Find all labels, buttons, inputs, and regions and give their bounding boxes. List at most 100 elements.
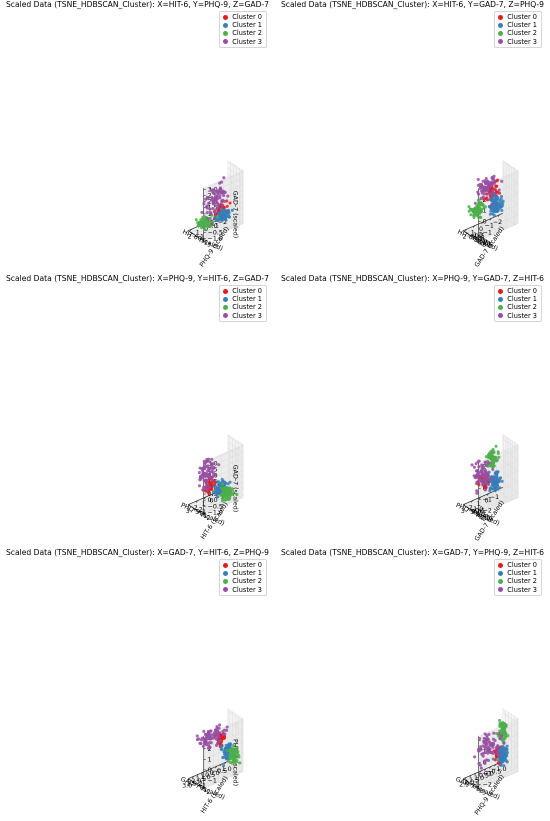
y-tick-mark	[470, 509, 474, 512]
legend-item: Cluster 2	[498, 29, 537, 37]
scatter-point-cluster-2	[497, 718, 502, 722]
grid-line	[469, 491, 510, 509]
scatter-point-cluster-3	[474, 476, 478, 480]
scatter-point-cluster-2	[476, 207, 480, 211]
scatter-point-cluster-3	[209, 212, 213, 216]
z-tick-label: 2	[483, 464, 487, 471]
scatter-point-cluster-3	[197, 484, 202, 488]
scatter-point-cluster-1	[503, 755, 507, 759]
scatter-point-cluster-1	[488, 212, 492, 216]
legend-item: Cluster 2	[223, 303, 262, 311]
scatter-point-cluster-3	[489, 192, 493, 196]
scatter-point-cluster-3	[475, 491, 479, 495]
grid-line	[466, 229, 483, 240]
scatter-point-cluster-2	[231, 744, 235, 748]
scatter-point-cluster-3	[486, 192, 490, 196]
x-tick-mark	[224, 761, 227, 765]
scatter-point-cluster-2	[224, 491, 228, 495]
scatter-point-cluster-3	[492, 731, 496, 735]
z-tick-label: 0.5	[208, 491, 218, 498]
scatter-point-cluster-3	[216, 202, 220, 206]
scatter-point-cluster-3	[207, 201, 211, 205]
scatter-point-cluster-3	[480, 480, 484, 484]
scatter-point-cluster-3	[216, 190, 221, 194]
scatter-point-cluster-1	[212, 484, 216, 488]
grid-line	[473, 219, 514, 238]
scatter-point-cluster-2	[502, 728, 506, 732]
scatter-point-cluster-3	[212, 188, 216, 193]
legend-marker	[498, 288, 504, 294]
scatter-point-cluster-1	[489, 206, 493, 210]
legend-item: Cluster 1	[223, 21, 262, 29]
grid-line	[477, 770, 518, 789]
scatter-point-cluster-3	[483, 759, 487, 763]
scatter-point-cluster-3	[487, 482, 491, 487]
scatter-point-cluster-1	[490, 195, 494, 199]
scatter-point-cluster-3	[204, 487, 208, 491]
scatter-point-cluster-3	[222, 199, 227, 203]
x-tick-label: 1	[477, 501, 481, 508]
x-tick-label: 2	[187, 233, 191, 240]
grid-line	[227, 453, 244, 465]
scatter-point-cluster-3	[207, 485, 212, 489]
grid-line	[203, 171, 244, 190]
scatter-point-cluster-3	[475, 489, 479, 493]
scatter-point-cluster-1	[226, 209, 230, 213]
y-tick-mark	[189, 779, 192, 782]
scatter-point-cluster-3	[477, 477, 481, 481]
scatter-point-cluster-2	[491, 455, 495, 459]
x-tick-mark	[463, 503, 466, 507]
scatter-point-cluster-3	[484, 743, 488, 747]
scatter-point-cluster-1	[501, 758, 505, 762]
scatter-point-cluster-2	[493, 455, 497, 459]
x-tick-mark	[484, 768, 487, 771]
scatter-point-cluster-3	[225, 725, 229, 729]
legend-label: Cluster 2	[232, 29, 262, 38]
scatter-point-cluster-1	[495, 478, 499, 483]
scatter-point-cluster-0	[483, 485, 487, 489]
y-tick-label: 2	[479, 787, 483, 794]
scatter-point-cluster-3	[487, 185, 491, 189]
scatter-point-cluster-3	[205, 734, 209, 738]
scatter-point-cluster-3	[477, 749, 481, 753]
scatter-point-cluster-2	[472, 215, 476, 220]
legend-marker	[223, 570, 229, 576]
scatter-point-cluster-3	[497, 732, 501, 736]
y-tick-label: 1.0	[475, 511, 485, 518]
scatter-point-cluster-3	[211, 207, 215, 211]
scatter-point-cluster-2	[498, 729, 502, 733]
chart-legend-6: Cluster 0 Cluster 1 Cluster 2 Cluster 3	[494, 559, 542, 596]
y-tick-label: 2.5	[479, 240, 489, 247]
scatter-point-cluster-3	[486, 758, 491, 762]
scatter-point-cluster-1	[492, 207, 496, 212]
scatter-point-cluster-3	[472, 465, 477, 469]
scatter-point-cluster-1	[499, 761, 503, 765]
x-tick-mark	[469, 775, 472, 778]
scatter-point-cluster-2	[227, 495, 231, 499]
x-tick-mark	[470, 500, 473, 503]
scatter-point-cluster-1	[496, 487, 500, 491]
legend-label: Cluster 3	[507, 37, 537, 46]
scatter-point-cluster-3	[203, 737, 207, 741]
scatter-point-cluster-0	[208, 480, 212, 484]
scatter-point-cluster-3	[220, 200, 224, 204]
scatter-point-cluster-3	[214, 743, 219, 747]
y-tick-mark	[198, 785, 202, 788]
chart-panel-2: −2 −1 0 1 2 −1.0 −0.5 0.0 0.5 1.0 1.5 2.0 2.5 3.0 3.5−…	[275, 0, 550, 273]
x-tick-label: 1.5	[469, 777, 479, 784]
scatter-point-cluster-3	[477, 762, 481, 766]
scatter-point-cluster-3	[218, 194, 222, 198]
y-tick-label: −0.5	[470, 507, 485, 514]
grid-line	[202, 496, 243, 515]
grid-line	[227, 472, 244, 483]
chart-plot-5: −1.0−0.50.00.51.01.52.02.53.0 −2−10 1 2−101…	[179, 708, 244, 815]
scatter-point-cluster-3	[202, 729, 206, 733]
scatter-point-cluster-1	[499, 204, 503, 208]
scatter-point-cluster-3	[485, 736, 489, 740]
scatter-point-cluster-1	[214, 491, 218, 495]
grid-line	[478, 766, 519, 785]
x-tick-mark	[464, 229, 467, 232]
legend-label: Cluster 1	[232, 295, 262, 304]
grid-line	[203, 494, 244, 513]
scatter-point-cluster-2	[494, 444, 498, 448]
